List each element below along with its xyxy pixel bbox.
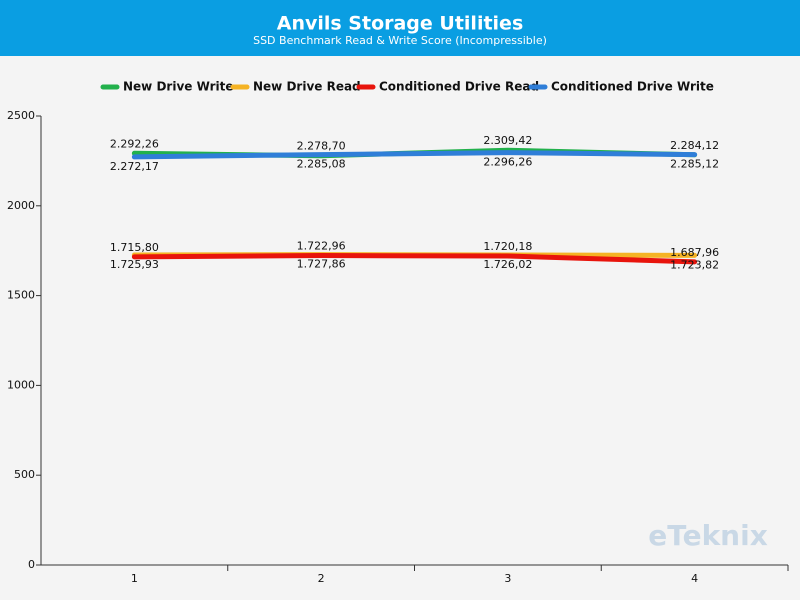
- y-tick-label: 0: [28, 558, 35, 571]
- legend-label: New Drive Read: [253, 80, 361, 94]
- value-label: 1.723,82: [670, 258, 719, 271]
- value-label: 1.687,96: [670, 246, 719, 259]
- y-tick-label: 1000: [7, 378, 35, 391]
- value-label: 2.285,12: [670, 158, 719, 171]
- y-tick-label: 500: [14, 468, 35, 481]
- value-label: 2.284,12: [670, 139, 719, 152]
- x-tick-label: 3: [504, 572, 511, 585]
- series-line: [131, 150, 698, 160]
- value-label: 1.727,86: [297, 258, 346, 271]
- value-label: 1.726,02: [483, 258, 532, 271]
- chart-title: Anvils Storage Utilities: [277, 13, 524, 35]
- legend-label: Conditioned Drive Write: [551, 80, 714, 94]
- value-label: 1.715,80: [110, 241, 159, 254]
- value-label: 2.309,42: [483, 134, 532, 147]
- header-band: [0, 0, 800, 56]
- y-tick-label: 2500: [7, 109, 35, 122]
- value-label: 1.720,18: [483, 240, 532, 253]
- x-tick-label: 4: [691, 572, 698, 585]
- value-label: 1.722,96: [297, 240, 346, 253]
- x-tick-label: 2: [318, 572, 325, 585]
- value-label: 2.285,08: [297, 158, 346, 171]
- y-tick-label: 1500: [7, 289, 35, 302]
- value-label: 2.272,17: [110, 160, 159, 173]
- watermark: eTeknix: [648, 519, 768, 552]
- legend-label: New Drive Write: [123, 80, 234, 94]
- value-label: 1.725,93: [110, 258, 159, 271]
- chart-subtitle: SSD Benchmark Read & Write Score (Incomp…: [253, 34, 547, 47]
- series-line: [131, 253, 698, 265]
- x-tick-label: 1: [131, 572, 138, 585]
- legend-label: Conditioned Drive Read: [379, 80, 539, 94]
- y-tick-label: 2000: [7, 199, 35, 212]
- value-label: 2.278,70: [297, 140, 346, 153]
- value-label: 2.292,26: [110, 137, 159, 150]
- value-label: 2.296,26: [483, 156, 532, 169]
